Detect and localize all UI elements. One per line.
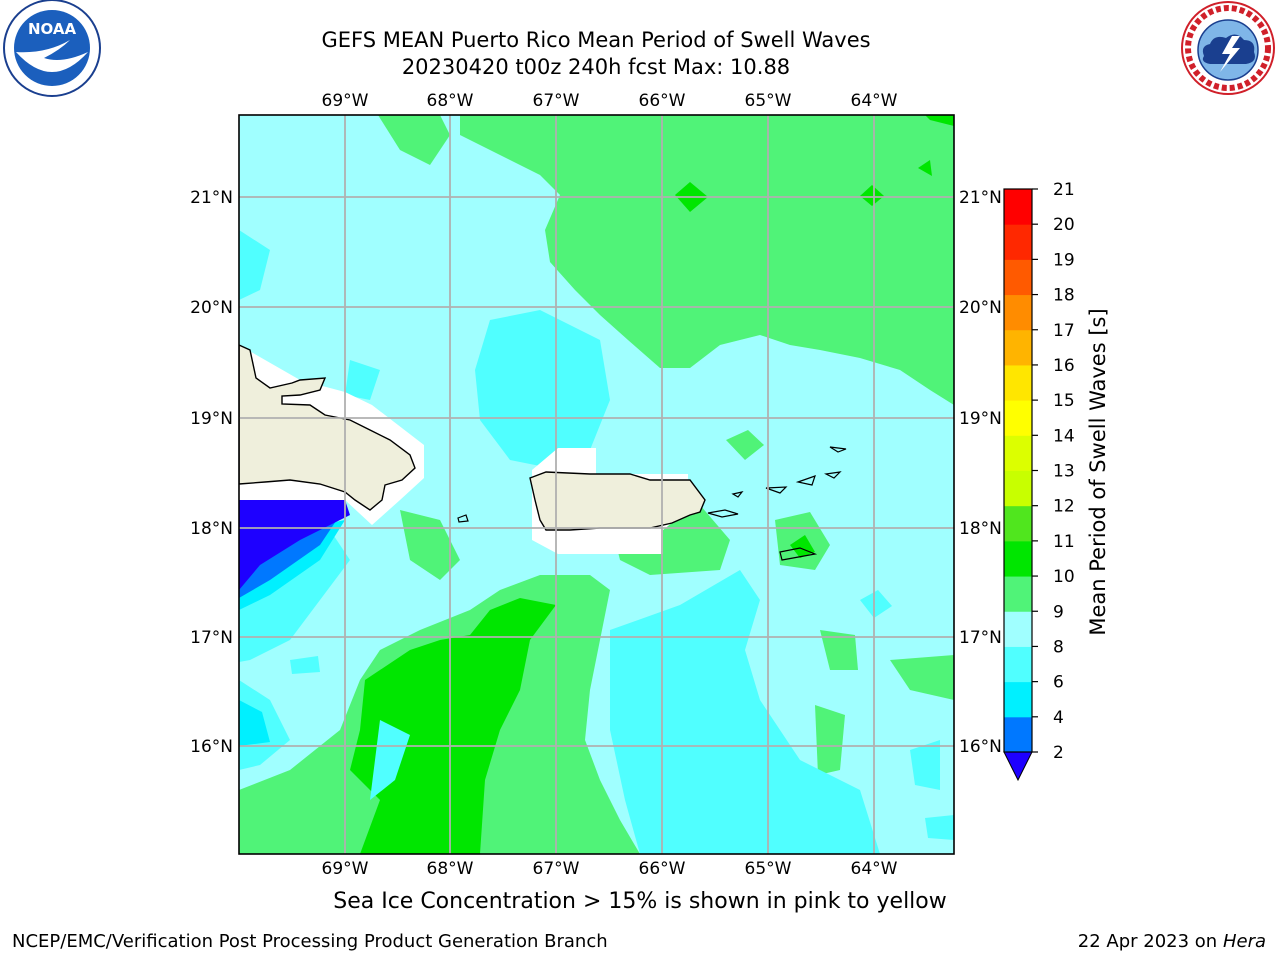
lon-label: 64°W [851,91,898,111]
lat-label: 21°N [190,188,233,208]
colorbar-tick-label: 19 [1053,250,1075,270]
colorbar-bin [1004,646,1032,683]
lat-label: 20°N [190,298,233,318]
colorbar-bin [1004,400,1032,436]
colorbar-tick-label: 12 [1053,497,1075,517]
colorbar-tick-label: 13 [1053,462,1075,482]
colorbar-bin [1004,189,1032,225]
colorbar-bin [1004,716,1032,753]
colorbar-bin [1004,681,1032,718]
chart-subtitle: 20230420 t00z 240h fcst Max: 10.88 [401,55,791,79]
lat-label: 19°N [190,409,233,429]
colorbar-bin [1004,576,1032,612]
graticule [239,115,954,854]
colorbar-bin [1004,259,1032,296]
colorbar-tick-label: 16 [1053,356,1075,376]
colorbar-bin [1004,540,1032,577]
colorbar-tick-label: 17 [1053,321,1075,341]
colorbar-bin [1004,505,1032,542]
footer-credit: NCEP/EMC/Verification Post Processing Pr… [12,931,608,952]
lon-label: 65°W [745,859,792,879]
colorbar-tick-label: 4 [1053,708,1064,728]
lon-label: 67°W [533,91,580,111]
lon-label: 66°W [639,91,686,111]
lat-labels-left: 21°N 20°N 19°N 18°N 17°N 16°N [190,188,233,757]
colorbar-tick-label: 6 [1053,673,1064,693]
colorbar-tick-label: 20 [1053,215,1075,235]
colorbar [1003,188,1033,782]
colorbar-bin [1004,364,1032,401]
colorbar-bin [1004,329,1032,366]
colorbar-extend-arrow [1003,751,1033,782]
colorbar-tick-label: 21 [1053,180,1075,200]
lat-label: 21°N [959,188,1002,208]
lat-label: 17°N [959,628,1002,648]
swell-period-field [239,115,954,854]
footer-date: 22 Apr 2023 on Hera [1078,931,1266,952]
lat-label: 18°N [959,519,1002,539]
map-frame [238,114,955,855]
lon-label: 65°W [745,91,792,111]
colorbar-bin [1004,224,1032,260]
lon-label: 67°W [533,859,580,879]
colorbar-tick-label: 9 [1053,602,1064,622]
lon-label: 68°W [427,91,474,111]
footer-host: Hera [1222,931,1266,952]
lon-label: 66°W [639,859,686,879]
colorbar-tick-label: 14 [1053,426,1075,446]
colorbar-tick-label: 2 [1053,743,1064,763]
colorbar-ticks: 2 4 6 8 9 10 11 12 13 14 15 16 17 18 19 20 21 [1032,180,1075,763]
footer-date-text: 22 Apr 2023 on [1077,931,1223,952]
lon-label: 68°W [427,859,474,879]
lat-label: 18°N [190,519,233,539]
lon-label: 69°W [322,859,369,879]
sea-ice-note: Sea Ice Concentration > 15% is shown in … [333,889,947,914]
lat-label: 16°N [190,737,233,757]
colorbar-tick-label: 15 [1053,391,1075,411]
lat-label: 20°N [959,298,1002,318]
colorbar-bin [1004,611,1032,647]
colorbar-tick-label: 18 [1053,286,1075,306]
svg-text:NOAA: NOAA [28,20,77,38]
colorbar-bin [1004,435,1032,471]
colorbar-label: Mean Period of Swell Waves [s] [1086,308,1110,635]
lon-labels-top: 69°W 68°W 67°W 66°W 65°W 64°W [322,91,898,111]
lon-labels-bottom: 69°W 68°W 67°W 66°W 65°W 64°W [322,859,898,879]
colorbar-tick-label: 11 [1053,532,1075,552]
colorbar-bin [1004,294,1032,331]
nws-logo [1181,1,1275,95]
colorbar-tick-label: 10 [1053,567,1075,587]
lat-label: 19°N [959,409,1002,429]
colorbar-tick-label: 8 [1053,637,1064,657]
lon-label: 69°W [322,91,369,111]
lat-label: 16°N [959,737,1002,757]
chart-title: GEFS MEAN Puerto Rico Mean Period of Swe… [321,28,871,52]
lat-labels-right: 21°N 20°N 19°N 18°N 17°N 16°N [959,188,1002,757]
lat-label: 17°N [190,628,233,648]
noaa-logo: NOAA [3,0,101,97]
lon-label: 64°W [851,859,898,879]
colorbar-bin [1004,470,1032,507]
